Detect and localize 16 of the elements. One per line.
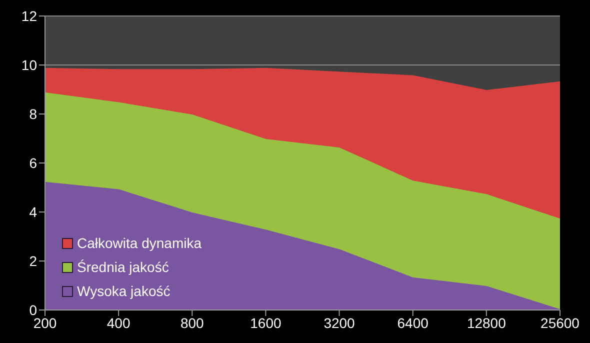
y-tick-label: 12 [21,8,38,24]
y-tick-label: 6 [29,154,38,171]
x-tick-label: 1600 [250,314,282,331]
series-label: Średnia jakość [77,258,169,277]
y-tick-label: 10 [21,56,38,73]
y-tick-label: 2 [29,252,38,269]
legend-label: Wysoka jakość [77,282,170,301]
x-tick-label: 3200 [324,314,356,331]
y-tick-label: 4 [29,204,38,220]
x-tick-label: 12800 [466,314,506,331]
x-tick-label: 25600 [540,314,580,331]
x-tick-label: 800 [180,314,204,331]
x-tick-label: 6400 [397,314,429,331]
legend-label: Całkowita dynamika [77,234,202,253]
y-tick-label: 8 [29,106,38,122]
x-tick-label: 400 [106,314,130,331]
